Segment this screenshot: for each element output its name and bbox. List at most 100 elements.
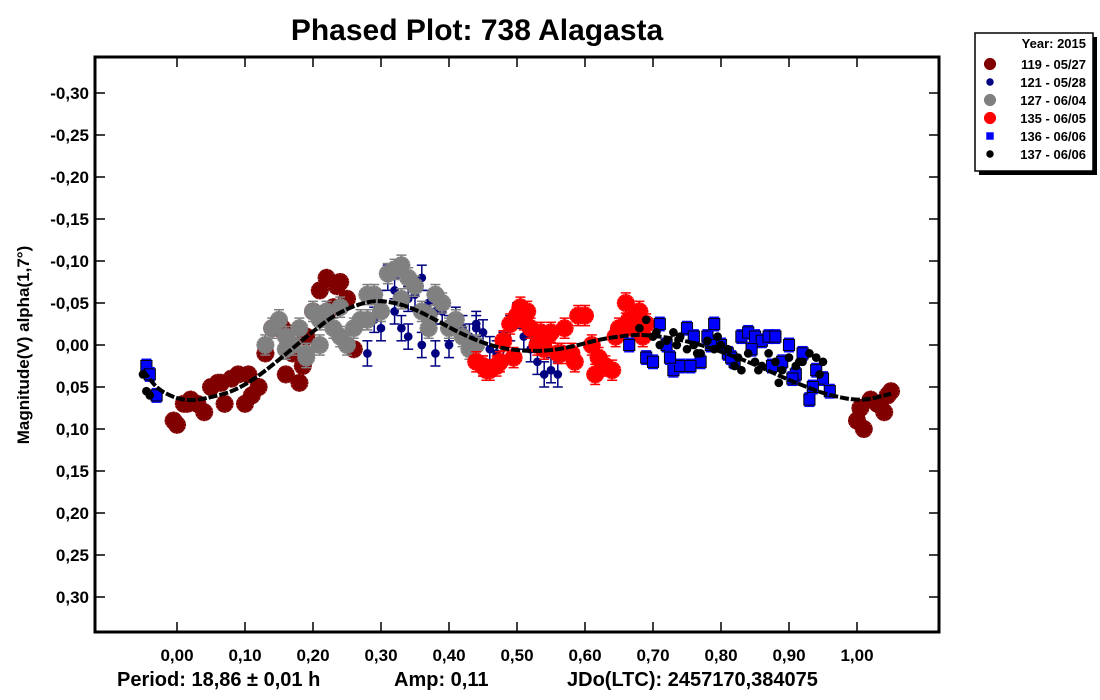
y-tick-label: 0,00 (56, 336, 89, 355)
data-point (276, 365, 295, 384)
data-point (811, 353, 821, 362)
data-point (365, 285, 384, 304)
data-point (565, 352, 584, 371)
amplitude-text: Amp: 0,11 (394, 669, 488, 691)
data-point (256, 336, 275, 354)
legend-label: 137 - 06/06 (1020, 147, 1086, 162)
data-point (446, 310, 465, 329)
data-point (338, 336, 356, 354)
data-point (453, 327, 472, 346)
legend-entry: 137 - 06/06 (986, 147, 1086, 162)
data-point (546, 365, 556, 375)
data-point (764, 349, 773, 358)
data-point (646, 355, 660, 368)
data-point (297, 344, 316, 363)
data-point (774, 378, 784, 388)
x-tick-label: 0,80 (704, 646, 737, 665)
data-point (555, 319, 574, 338)
x-tick-label: 1,00 (840, 646, 873, 665)
data-point (803, 393, 816, 406)
x-tick-label: 0,40 (432, 646, 465, 665)
data-point (477, 361, 496, 380)
data-point (494, 331, 513, 350)
data-point (815, 370, 824, 379)
y-tick-label: 0,20 (56, 504, 89, 523)
y-tick-label: -0,30 (50, 84, 89, 103)
y-tick-label: 0,10 (56, 420, 89, 439)
x-tick-label: 0,90 (772, 646, 805, 665)
data-point (397, 323, 406, 333)
data-point (730, 361, 739, 371)
y-tick-label: -0,15 (50, 210, 89, 229)
data-point (818, 357, 828, 367)
square-legend-icon (986, 132, 994, 140)
x-tick-label: 0,10 (228, 646, 261, 665)
data-point (215, 394, 234, 413)
data-point (145, 391, 155, 400)
data-point (553, 370, 563, 379)
asterisk-legend-icon (983, 111, 997, 125)
data-point (663, 351, 677, 364)
x-tick-label: 0,00 (160, 646, 193, 665)
y-tick-label: 0,30 (56, 588, 89, 607)
data-point (471, 319, 481, 329)
data-point (433, 294, 452, 312)
data-point (538, 327, 557, 346)
legend-label: 135 - 06/05 (1020, 111, 1086, 126)
data-point (743, 349, 753, 358)
data-series (138, 254, 900, 438)
data-point (317, 302, 336, 321)
data-point (431, 349, 440, 358)
plot-frame (93, 55, 941, 634)
data-point (270, 310, 288, 329)
data-point (716, 340, 726, 350)
data-point (358, 310, 377, 329)
legend-entry: 135 - 06/05 (983, 111, 1086, 126)
data-point (854, 420, 873, 438)
data-point (539, 370, 549, 379)
y-tick-label: 0,05 (56, 378, 89, 397)
data-point (576, 306, 594, 325)
data-point (875, 403, 894, 422)
legend-label: 136 - 06/06 (1020, 129, 1086, 144)
legend-entry: 136 - 06/06 (986, 129, 1086, 144)
data-point (603, 361, 622, 380)
x-tick-label: 0,30 (364, 646, 397, 665)
data-point (805, 349, 814, 358)
data-point (682, 344, 692, 354)
legend-label: 119 - 05/27 (1021, 57, 1086, 72)
data-point (713, 332, 722, 341)
data-point (327, 277, 346, 296)
y-tick-label: 0,15 (56, 462, 89, 481)
data-point (672, 340, 682, 350)
data-point (777, 365, 787, 375)
y-axis-label: Magnitude(V) alpha(1,7°) (14, 246, 33, 445)
data-point (363, 349, 372, 358)
data-point (794, 357, 804, 367)
data-point (586, 365, 605, 384)
asterisk-legend-icon (983, 93, 997, 107)
data-point (708, 317, 721, 331)
legend: Year: 2015 119 - 05/27 121 - 05/28 127 - 0… (974, 32, 1097, 175)
data-point (444, 340, 454, 350)
data-point (806, 380, 819, 394)
y-tick-label: -0,25 (50, 126, 89, 145)
data-point (680, 322, 694, 335)
x-tick-label: 0,60 (568, 646, 601, 665)
circle-legend-icon (986, 78, 994, 86)
data-point (851, 399, 870, 417)
data-point (769, 330, 782, 343)
data-point (403, 332, 413, 341)
data-point (620, 310, 639, 329)
chart-title: Phased Plot: 738 Alagasta (291, 14, 664, 47)
data-point (655, 340, 665, 350)
data-point (771, 357, 780, 367)
data-point (417, 340, 427, 350)
data-point (310, 336, 329, 354)
y-tick-label: -0,05 (50, 294, 89, 313)
legend-title: Year: 2015 (1022, 36, 1086, 51)
data-point (195, 403, 214, 422)
data-point (168, 415, 186, 434)
x-axis: 0,00 0,10 0,20 0,30 0,40 0,50 0,60 0,70 0,80 0,90… (160, 57, 874, 665)
